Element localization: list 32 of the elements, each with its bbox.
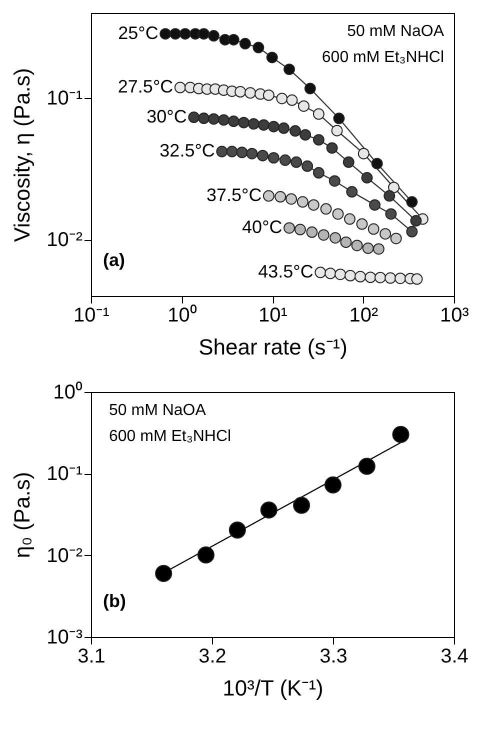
y-axis-title: η₀ (Pa.s)	[10, 472, 35, 558]
y-tick-label: 10⁻²	[46, 544, 83, 567]
x-axis-title: Shear rate (s⁻¹)	[198, 334, 348, 360]
y-axis-title: Viscosity, η (Pa.s)	[10, 68, 35, 242]
x-tick-label: 10³	[440, 304, 470, 326]
series-label: 25°C	[118, 22, 158, 43]
annotation: 600 mM Et₃NHCl	[322, 49, 444, 66]
annotation: 50 mM NaOA	[347, 23, 444, 40]
series-label: 27.5°C	[118, 76, 174, 96]
y-tick-label: 10⁻¹	[46, 463, 83, 486]
x-tick-label: 3.3	[320, 646, 348, 668]
x-axis-title: 10³/T (K⁻¹)	[222, 676, 324, 700]
y-tick-label: 10⁻¹	[46, 88, 83, 110]
series-label: 40°C	[242, 216, 282, 237]
x-tick-label: 10²	[349, 304, 379, 326]
series-label: 32.5°C	[160, 140, 215, 160]
x-tick-label: 3.4	[440, 646, 468, 668]
y-tick-label: 10⁻³	[46, 626, 83, 648]
y-tick-label: 10⁻²	[46, 229, 83, 252]
x-tick-label: 10¹	[258, 304, 288, 326]
x-tick-label: 10⁰	[168, 304, 197, 326]
y-tick-label: 10⁰	[53, 380, 82, 404]
x-tick-label: 10⁻¹	[74, 304, 110, 326]
series-label: 30°C	[146, 106, 187, 126]
annotation: (a)	[103, 250, 126, 270]
annotation: 50 mM NaOA	[109, 402, 206, 419]
annotation: 600 mM Et₃NHCl	[109, 428, 232, 445]
series-label: 37.5°C	[206, 184, 262, 205]
x-tick-label: 3.1	[78, 646, 106, 668]
series-label: 43.5°C	[258, 261, 314, 282]
annotation: (b)	[103, 591, 126, 611]
x-tick-label: 3.2	[198, 646, 226, 668]
